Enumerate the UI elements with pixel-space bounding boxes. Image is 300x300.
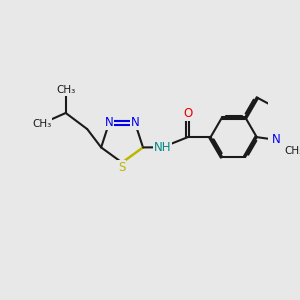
Text: N: N bbox=[272, 133, 280, 146]
Text: CH₃: CH₃ bbox=[32, 119, 51, 129]
Text: CH₃: CH₃ bbox=[56, 85, 75, 95]
Text: CH₃: CH₃ bbox=[284, 146, 300, 155]
Text: S: S bbox=[118, 161, 125, 174]
Text: NH: NH bbox=[154, 141, 171, 154]
Text: O: O bbox=[183, 107, 192, 120]
Text: N: N bbox=[130, 116, 140, 129]
Text: N: N bbox=[105, 116, 113, 129]
